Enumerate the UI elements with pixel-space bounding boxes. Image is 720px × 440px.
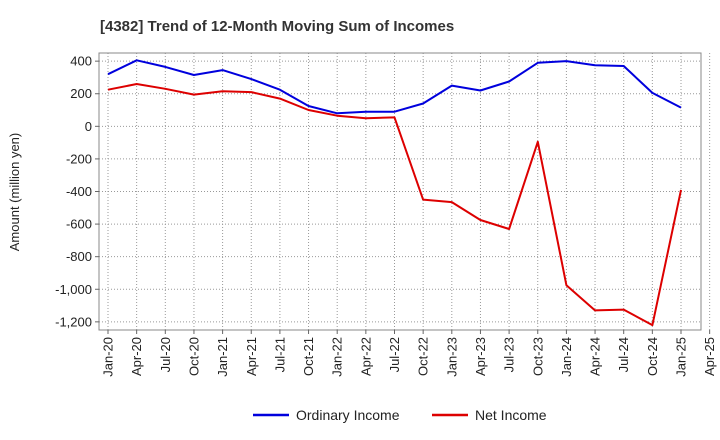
y-tick-label: -400 xyxy=(66,184,92,199)
x-tick-label: Jan-22 xyxy=(330,337,345,377)
x-tick-label: Jul-24 xyxy=(616,337,631,372)
x-tick-label: Oct-24 xyxy=(645,337,660,376)
x-tick-label: Jul-22 xyxy=(387,337,402,372)
legend-item-ordinary-income: Ordinary Income xyxy=(253,407,400,423)
x-tick-label: Jan-21 xyxy=(215,337,230,377)
series-line-ordinary-income xyxy=(107,59,682,115)
x-tick-label: Apr-25 xyxy=(702,337,717,376)
x-tick-label: Apr-20 xyxy=(129,337,144,376)
x-tick-label: Jul-21 xyxy=(272,337,287,372)
x-tick-label: Oct-21 xyxy=(301,337,316,376)
x-tick-label: Apr-21 xyxy=(244,337,259,376)
legend-label-net-income: Net Income xyxy=(475,407,547,423)
y-axis-ticks: 400 200 0 -200 -400 -600 -800 -1,000 -1,200 xyxy=(55,54,99,329)
y-tick-label: 0 xyxy=(85,119,92,134)
series-line-net-income xyxy=(107,83,682,327)
y-tick-label: -1,200 xyxy=(55,314,92,329)
x-tick-label: Oct-23 xyxy=(530,337,545,376)
x-tick-label: Apr-24 xyxy=(588,337,603,376)
y-tick-label: -600 xyxy=(66,217,92,232)
chart-title: [4382] Trend of 12-Month Moving Sum of I… xyxy=(100,18,454,35)
x-tick-label: Jul-23 xyxy=(502,337,517,372)
x-tick-label: Oct-20 xyxy=(186,337,201,376)
x-tick-label: Oct-22 xyxy=(416,337,431,376)
legend-label-ordinary-income: Ordinary Income xyxy=(296,407,400,423)
x-tick-label: Jan-23 xyxy=(444,337,459,377)
x-tick-label: Jul-20 xyxy=(158,337,173,372)
x-tick-label: Jan-20 xyxy=(101,337,116,377)
x-tick-label: Jan-24 xyxy=(559,337,574,377)
y-tick-label: -1,000 xyxy=(55,282,92,297)
y-axis-label: Amount (million yen) xyxy=(7,133,22,252)
x-tick-label: Jan-25 xyxy=(674,337,689,377)
x-axis-ticks: Jan-20 Apr-20 Jul-20 Oct-20 Jan-21 Apr-21 Jul-… xyxy=(101,330,717,377)
legend-item-net-income: Net Income xyxy=(432,407,547,423)
y-tick-label: 200 xyxy=(70,86,92,101)
y-tick-label: -800 xyxy=(66,249,92,264)
y-tick-label: -200 xyxy=(66,151,92,166)
x-tick-label: Apr-22 xyxy=(358,337,373,376)
legend: Ordinary Income Net Income xyxy=(253,407,547,423)
series-lines xyxy=(107,59,682,327)
x-tick-label: Apr-23 xyxy=(473,337,488,376)
y-tick-label: 400 xyxy=(70,54,92,69)
